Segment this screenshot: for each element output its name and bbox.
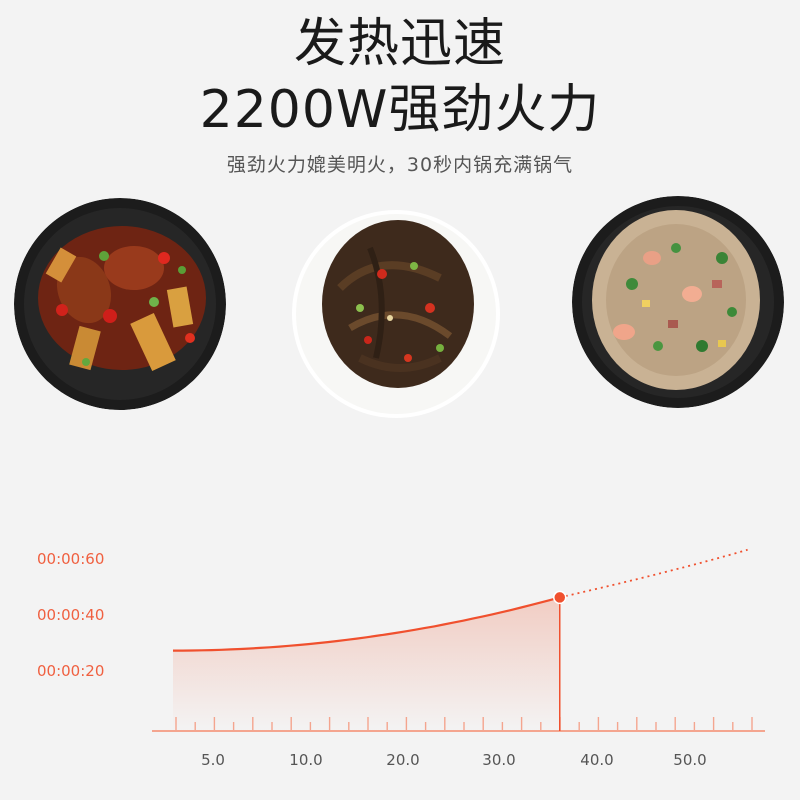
- headline-line-1: 发热迅速: [293, 14, 506, 74]
- area-fill: [173, 597, 560, 731]
- x-tick-label: 50.0: [673, 751, 706, 769]
- series-line-solid: [173, 596, 561, 652]
- x-tick-label: 30.0: [482, 751, 515, 769]
- x-tick-label: 20.0: [386, 751, 419, 769]
- series-line-dotted: [559, 548, 748, 599]
- x-tick-label: 10.0: [289, 751, 322, 769]
- x-tick-label: 5.0: [201, 751, 225, 769]
- fried-rice-dish-image: [572, 196, 784, 408]
- braised-chicken-dish-image: [14, 198, 226, 410]
- stir-fried-vegetable-dish-image: [290, 208, 502, 420]
- x-tick-label: 40.0: [580, 751, 613, 769]
- y-tick-label: 00:00:60: [37, 550, 104, 568]
- y-tick-label: 00:00:20: [37, 662, 104, 680]
- headline-line-2: 2200W强劲火力: [199, 80, 601, 140]
- y-tick-label: 00:00:40: [37, 606, 104, 624]
- highlight-point: [553, 590, 567, 605]
- subtitle: 强劲火力媲美明火，30秒内锅充满锅气: [226, 154, 574, 176]
